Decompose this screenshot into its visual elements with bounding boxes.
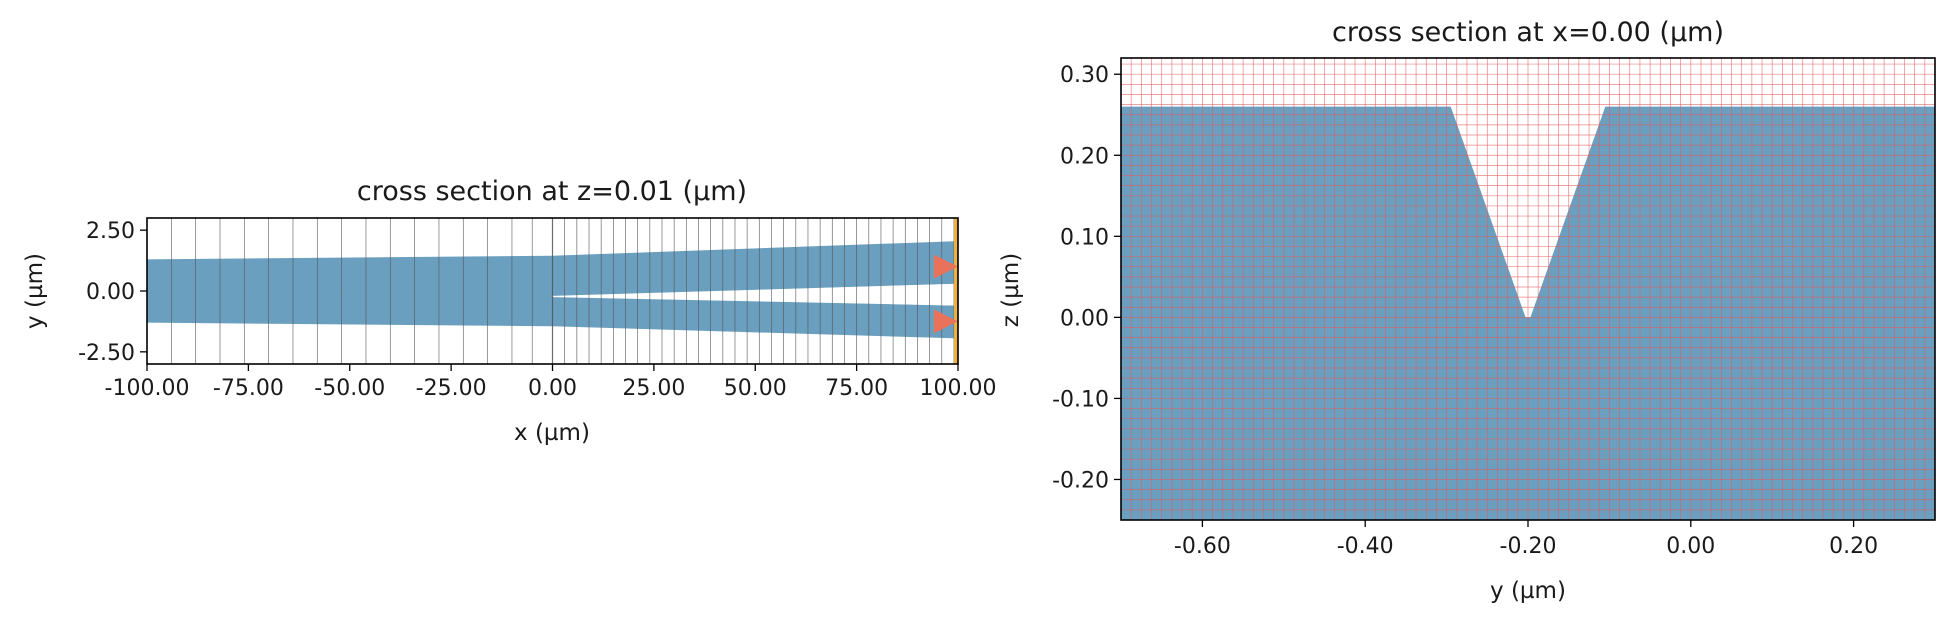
- left-xtick-label: 75.00: [825, 376, 888, 401]
- right-xtick-label: -0.20: [1500, 534, 1557, 559]
- right-xtick-label: -0.40: [1337, 534, 1394, 559]
- left-xlabel: x (µm): [514, 420, 590, 446]
- left-panel: cross section at z=0.01 (µm) -100.00 -75.…: [22, 176, 996, 446]
- right-ytick-label: -0.10: [1052, 387, 1109, 412]
- right-xtick-label: 0.20: [1829, 534, 1878, 559]
- right-panel: cross section at x=0.00 (µm) -0.60 -0.40-…: [998, 17, 1936, 604]
- right-ytick-label: 0.10: [1060, 225, 1109, 250]
- right-xlabel: y (µm): [1490, 578, 1566, 604]
- right-xtick-label: 0.00: [1666, 534, 1715, 559]
- left-ylabel: y (µm): [22, 253, 48, 329]
- left-xtick-label: -25.00: [416, 376, 487, 401]
- left-ytick-label: 0.00: [86, 280, 135, 305]
- right-plot-area: -0.60 -0.40 -0.20 0.00 0.20 0.30 0.20 0.10 0.00 -…: [1052, 57, 1936, 559]
- left-xtick-label: -100.00: [105, 376, 190, 401]
- grid-group: [1121, 58, 1935, 520]
- left-plot-area: -100.00 -75.00 -50.00 -25.00 0.00 25.00 50.00 7…: [78, 217, 997, 401]
- right-ytick-label: 0.20: [1060, 144, 1109, 169]
- right-ytick-label: 0.00: [1060, 306, 1109, 331]
- left-xtick-label: 100.00: [920, 376, 997, 401]
- left-xtick-label: 0.00: [528, 376, 577, 401]
- right-ylabel: z (µm): [998, 253, 1024, 327]
- structure-input-waveguide-lower: [147, 293, 553, 327]
- source-marker: [933, 309, 958, 334]
- right-xtick-label: -0.60: [1174, 534, 1231, 559]
- left-ytick-label: -2.50: [78, 341, 135, 366]
- right-ytick-label: -0.20: [1052, 468, 1109, 493]
- left-ytick-label: 2.50: [86, 219, 135, 244]
- left-xtick-label: 50.00: [724, 376, 787, 401]
- right-ytick-label: 0.30: [1060, 63, 1109, 88]
- left-xtick-label: 25.00: [622, 376, 685, 401]
- right-title: cross section at x=0.00 (µm): [1332, 17, 1724, 48]
- source-marker: [933, 254, 958, 279]
- left-title: cross section at z=0.01 (µm): [357, 176, 747, 207]
- left-xtick-label: -50.00: [314, 376, 385, 401]
- left-xtick-label: -75.00: [213, 376, 284, 401]
